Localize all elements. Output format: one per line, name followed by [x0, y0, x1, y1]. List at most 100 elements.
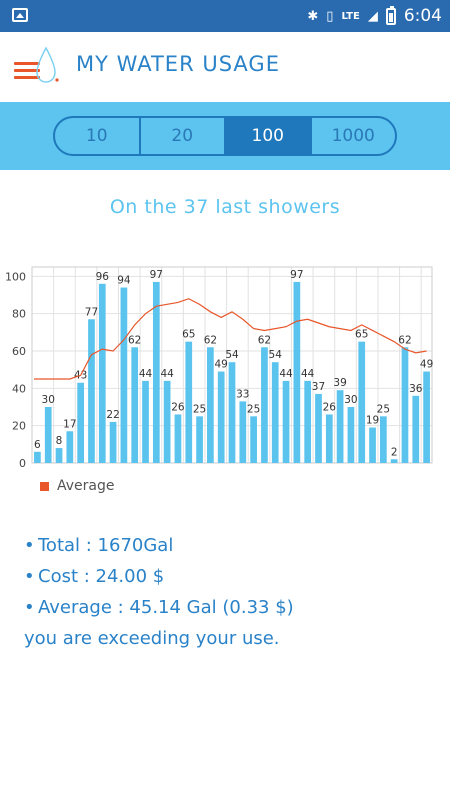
bar-data-label: 62 [258, 334, 271, 346]
status-icons: ✱ ▯ LTE ◢ 6:04 [307, 0, 442, 32]
legend-swatch-average [40, 481, 49, 491]
status-bar: ✱ ▯ LTE ◢ 6:04 [0, 0, 450, 32]
bar [185, 341, 193, 463]
chart-subtitle: On the 37 last showers [109, 196, 341, 218]
bar-data-label: 65 [182, 329, 195, 341]
bar [239, 401, 247, 463]
bar-data-label: 49 [215, 359, 228, 371]
range-segmented-control: 10 20 100 1000 [53, 116, 397, 156]
bar [315, 393, 322, 463]
bar-data-label: 62 [128, 334, 141, 346]
bar [347, 407, 355, 463]
y-tick-label: 0 [19, 457, 26, 470]
bar [412, 395, 420, 463]
y-tick-label: 20 [12, 420, 26, 433]
stat-total-text: Total : 1670Gal [38, 535, 174, 556]
bar [120, 287, 128, 463]
bar-data-label: 39 [333, 377, 346, 389]
bar [401, 347, 409, 463]
bar-data-label: 33 [236, 388, 249, 400]
bar [217, 371, 225, 463]
bar [163, 380, 171, 463]
hamburger-menu-icon[interactable] [14, 62, 40, 80]
stat-average-text: Average : 45.14 Gal (0.33 $) [38, 597, 294, 618]
y-tick-label: 60 [12, 345, 26, 358]
bar [282, 380, 290, 463]
bar [336, 390, 344, 463]
chart-legend: Average [40, 478, 115, 494]
bar-data-label: 44 [301, 368, 315, 380]
bar-data-label: 94 [117, 275, 131, 287]
water-drop-icon [36, 46, 59, 83]
bar-data-label: 17 [63, 418, 76, 430]
bar [98, 283, 106, 463]
bar-data-label: 37 [312, 381, 325, 393]
y-tick-label: 80 [12, 308, 26, 321]
bar [131, 347, 139, 463]
bar [358, 341, 366, 463]
page-title: MY WATER USAGE [76, 52, 280, 76]
water-usage-chart: 0204060801006308174377962294624497442665… [5, 266, 433, 470]
usage-stats: • Total : 1670Gal • Cost : 24.00 $ • Averag… [24, 530, 294, 654]
bar [261, 347, 268, 463]
average-line [34, 298, 427, 380]
bar-data-label: 62 [204, 334, 217, 346]
stat-average: • Average : 45.14 Gal (0.33 $) [24, 597, 294, 618]
bar-data-label: 8 [56, 435, 63, 447]
bar [55, 448, 63, 463]
bar-data-label: 49 [420, 359, 433, 371]
bar [325, 414, 333, 463]
bar-data-label: 25 [193, 403, 206, 415]
y-tick-label: 100 [5, 270, 26, 283]
bar-data-label: 6 [34, 439, 41, 451]
bar [390, 459, 398, 463]
bar [77, 382, 84, 463]
bar [34, 451, 41, 463]
bar [304, 380, 312, 463]
segment-20[interactable]: 20 [141, 118, 226, 154]
stat-cost-text: Cost : 24.00 $ [38, 566, 165, 587]
bar-data-label: 26 [323, 401, 337, 413]
range-selector-bar: 10 20 100 1000 [0, 102, 450, 170]
status-time: 6:04 [403, 6, 442, 26]
segment-10[interactable]: 10 [55, 118, 141, 154]
bar [423, 371, 430, 463]
bar-data-label: 44 [139, 368, 153, 380]
battery-icon [385, 5, 396, 25]
bar-data-label: 65 [355, 329, 368, 341]
bar-data-label: 30 [42, 394, 55, 406]
bar [142, 380, 149, 463]
lte-signal-icon: LTE [341, 10, 360, 22]
bar-data-label: 19 [366, 415, 379, 427]
app-header: MY WATER USAGE [0, 32, 450, 102]
bar [271, 362, 279, 463]
bar-data-label: 22 [106, 409, 119, 421]
bluetooth-icon: ✱ [307, 8, 319, 24]
bar-data-label: 77 [85, 306, 98, 318]
bar [88, 319, 95, 463]
stat-cost: • Cost : 24.00 $ [24, 566, 165, 587]
bar [174, 414, 182, 463]
signal-icon: ◢ [367, 8, 378, 24]
vibrate-icon: ▯ [326, 8, 334, 24]
bar-data-label: 96 [96, 271, 110, 283]
image-icon [12, 8, 28, 22]
bar [44, 407, 52, 463]
segment-1000[interactable]: 1000 [331, 126, 375, 146]
bar [380, 416, 387, 463]
usage-message: you are exceeding your use. [24, 628, 280, 649]
bar-data-label: 97 [150, 269, 163, 281]
bar-data-label: 36 [409, 383, 423, 395]
bar [152, 281, 160, 463]
bar-data-label: 30 [344, 394, 357, 406]
bar-data-label: 44 [160, 368, 174, 380]
bar [66, 431, 74, 463]
bar-data-label: 2 [391, 446, 398, 458]
bar [250, 416, 257, 463]
bar-data-label: 54 [225, 349, 239, 361]
bar [369, 427, 376, 463]
bar [109, 421, 117, 463]
segment-100[interactable]: 100 [226, 118, 312, 154]
bar-data-label: 25 [247, 403, 260, 415]
y-tick-label: 40 [12, 382, 26, 395]
